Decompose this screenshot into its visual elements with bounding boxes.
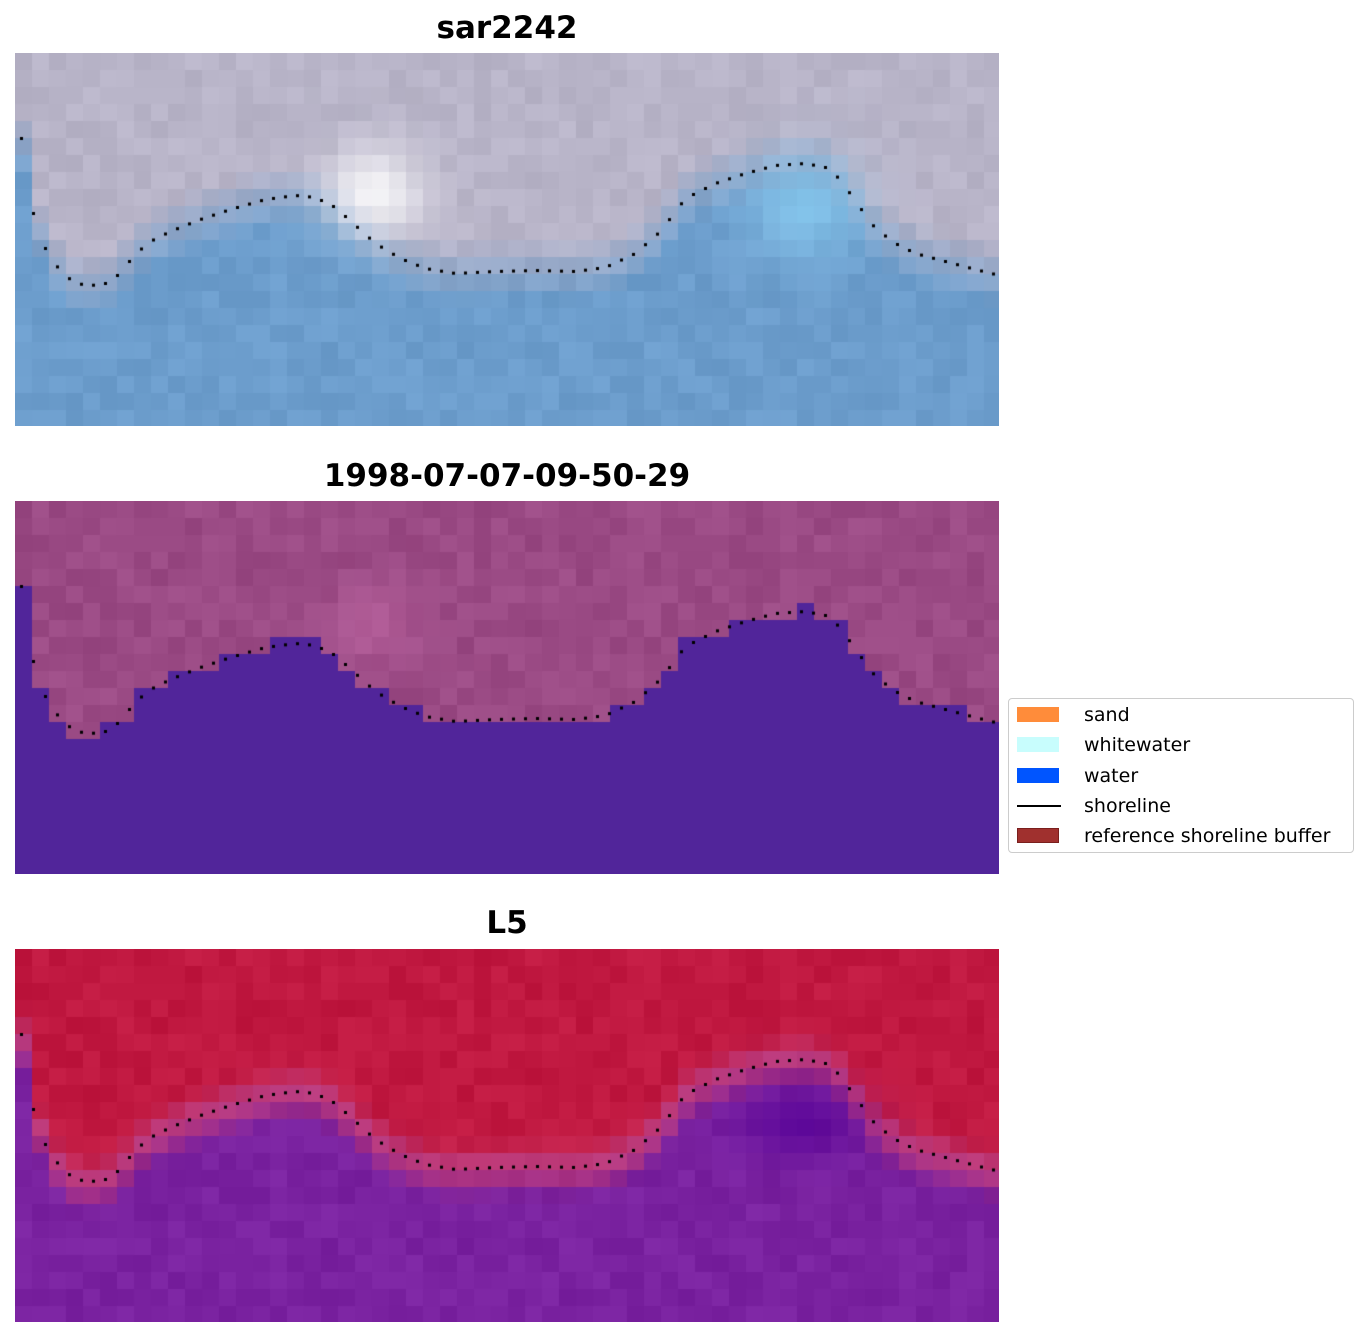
whitewater-swatch-icon <box>1017 737 1059 752</box>
legend-item-water: water <box>1017 765 1353 787</box>
legend-item-sand: sand <box>1017 704 1353 726</box>
legend-label: reference shoreline buffer <box>1084 825 1331 847</box>
legend-item-reference-buffer: reference shoreline buffer <box>1017 825 1353 847</box>
shoreline-line-icon <box>1017 805 1061 807</box>
legend-label: sand <box>1084 704 1130 726</box>
sand-swatch-icon <box>1017 707 1059 722</box>
legend-item-whitewater: whitewater <box>1017 734 1353 756</box>
legend-item-shoreline: shoreline <box>1017 795 1353 817</box>
legend-label: whitewater <box>1084 734 1191 756</box>
water-swatch-icon <box>1017 768 1059 783</box>
index-image <box>15 949 999 1322</box>
buffer-swatch-icon <box>1017 828 1059 843</box>
legend-label: water <box>1084 765 1139 787</box>
panel-title-index: L5 <box>486 905 528 941</box>
legend: sand whitewater water shoreline referenc… <box>1008 698 1354 853</box>
classified-image <box>15 501 999 874</box>
panel-title-classified: 1998-07-07-09-50-29 <box>323 458 691 494</box>
legend-label: shoreline <box>1084 795 1171 817</box>
rgb-satellite-image <box>15 53 999 426</box>
panel-title-rgb: sar2242 <box>436 10 578 46</box>
